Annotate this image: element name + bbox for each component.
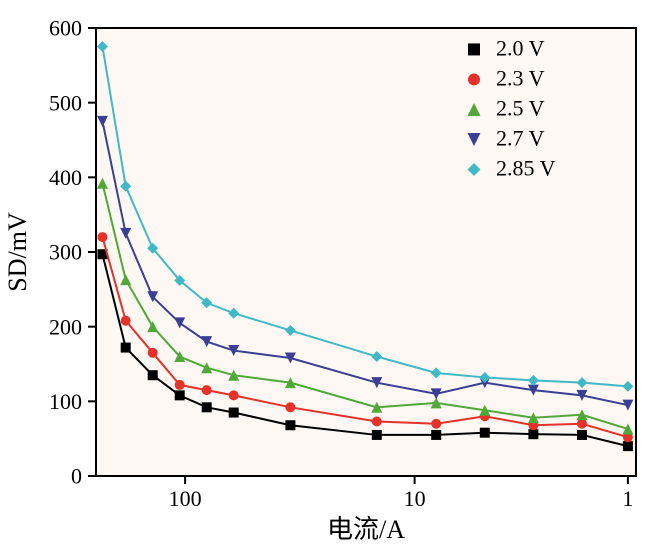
y-tick-label: 600 — [49, 16, 82, 41]
x-tick-label: 100 — [169, 486, 202, 511]
x-tick-label: 1 — [622, 486, 633, 511]
y-tick-label: 400 — [49, 165, 82, 190]
legend-label: 2.7 V — [496, 125, 545, 150]
y-tick-label: 300 — [49, 240, 82, 265]
y-tick-label: 500 — [49, 90, 82, 115]
line-chart: 0 100 200 300 400 500 600 100 10 1 SD/mV 电流/A 2.0 V 2… — [0, 0, 668, 544]
legend-label: 2.0 V — [496, 35, 545, 60]
y-tick-label: 200 — [49, 314, 82, 339]
legend-label: 2.3 V — [496, 65, 545, 90]
legend-label: 2.85 V — [496, 155, 556, 180]
y-tick-label: 100 — [49, 389, 82, 414]
x-axis-label: 电流/A — [327, 515, 405, 544]
y-axis-label: SD/mV — [3, 212, 32, 292]
chart-container: 0 100 200 300 400 500 600 100 10 1 SD/mV 电流/A 2.0 V 2… — [0, 0, 668, 544]
x-tick-label: 10 — [404, 486, 426, 511]
legend-label: 2.5 V — [496, 95, 545, 120]
y-tick-label: 0 — [71, 464, 82, 489]
